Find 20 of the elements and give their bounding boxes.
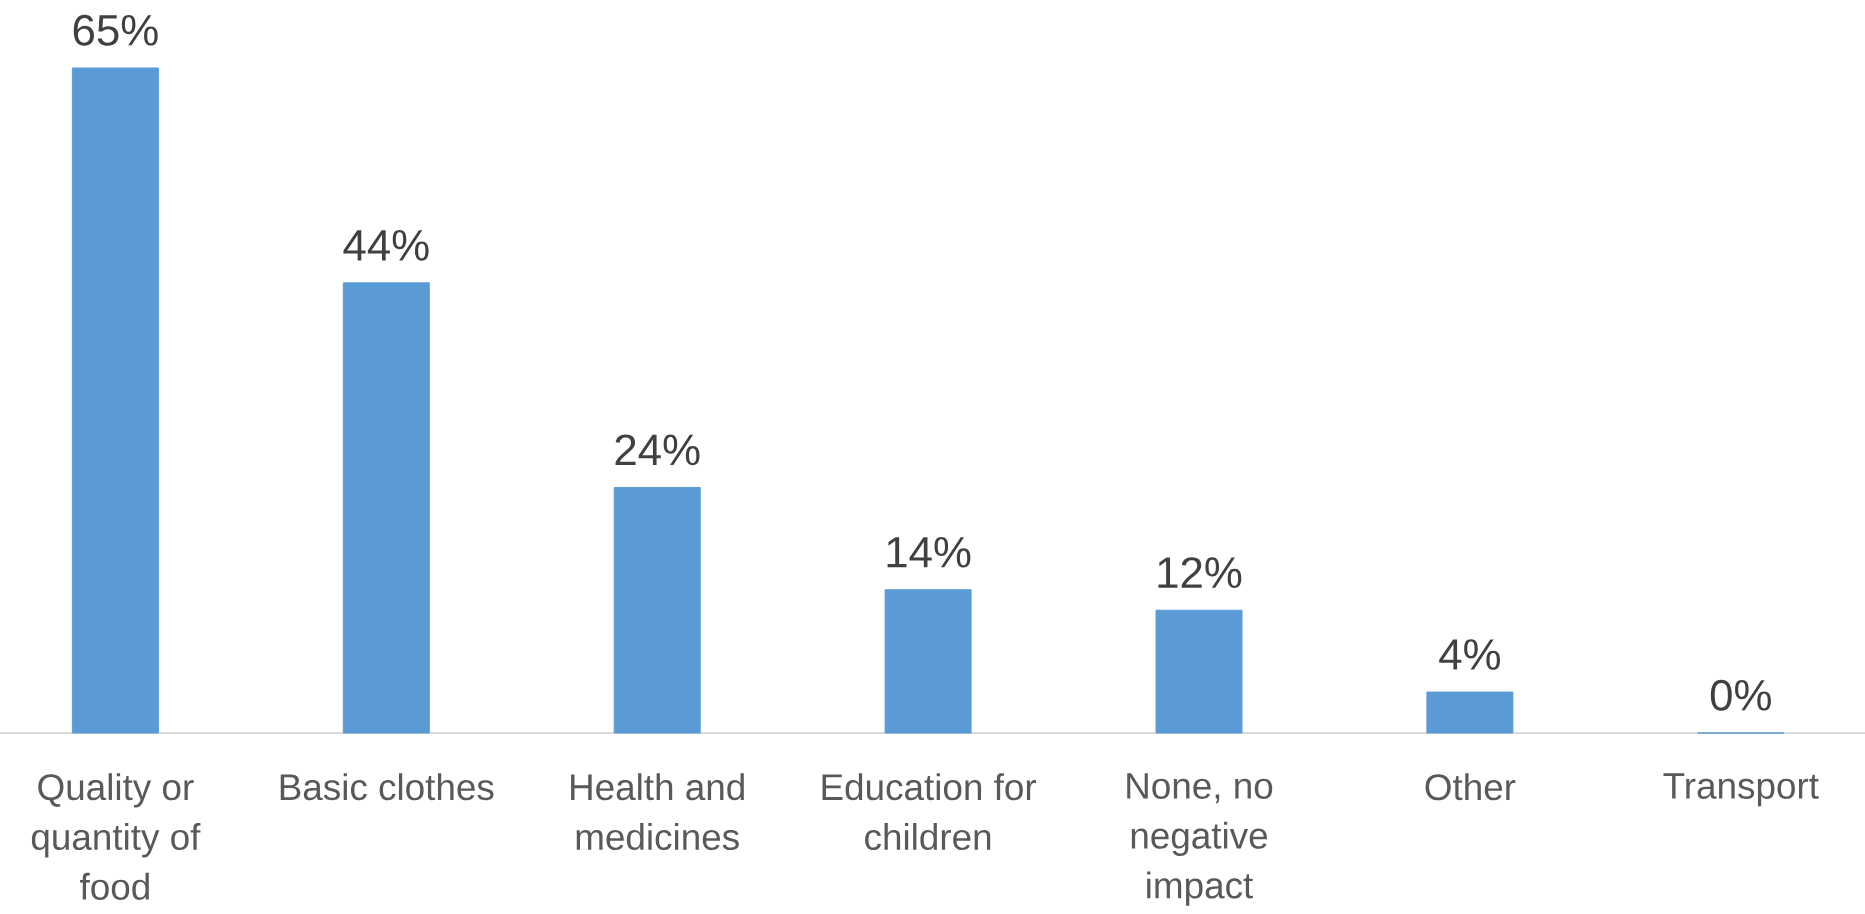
x-tick-label: Education for children — [822, 773, 1037, 851]
data-label: 14% — [887, 536, 971, 568]
data-label: 44% — [343, 229, 429, 261]
x-tick-label: Health and medicines — [571, 773, 744, 851]
bar — [884, 589, 972, 734]
bar — [342, 282, 430, 734]
bar — [1426, 691, 1514, 734]
data-label: 12% — [1158, 557, 1242, 589]
data-label: 24% — [615, 434, 700, 466]
x-tick-label: None, no negative impact — [1127, 773, 1273, 906]
data-label: 0% — [1710, 679, 1771, 711]
data-label: 65% — [73, 14, 158, 46]
bar — [71, 67, 159, 734]
x-tick-label: Basic clothes — [280, 773, 494, 801]
bar — [1155, 609, 1243, 734]
x-tick-label: Other — [1425, 773, 1516, 801]
x-tick-label: Transport — [1663, 773, 1819, 807]
x-tick-label: Quality or quantity of food — [31, 773, 201, 900]
bar — [613, 486, 701, 734]
data-label: 4% — [1439, 639, 1500, 670]
